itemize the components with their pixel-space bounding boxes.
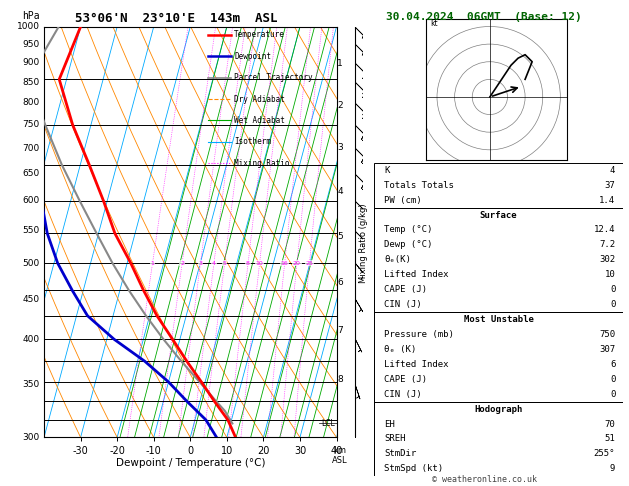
Text: θₑ (K): θₑ (K)	[384, 345, 416, 354]
Text: EH: EH	[384, 419, 395, 429]
Text: 6: 6	[337, 278, 343, 287]
Text: Pressure (mb): Pressure (mb)	[384, 330, 454, 339]
Text: 5: 5	[223, 260, 226, 266]
Text: 2: 2	[180, 260, 184, 266]
Text: 700: 700	[23, 144, 40, 153]
Text: 1.4: 1.4	[599, 196, 615, 205]
Text: 550: 550	[23, 226, 40, 235]
Text: CIN (J): CIN (J)	[384, 390, 422, 399]
Text: Temperature: Temperature	[234, 31, 285, 39]
Text: 750: 750	[23, 121, 40, 129]
Text: StmSpd (kt): StmSpd (kt)	[384, 464, 443, 473]
Text: Most Unstable: Most Unstable	[464, 315, 533, 324]
Text: 302: 302	[599, 255, 615, 264]
Text: 500: 500	[23, 259, 40, 268]
Text: θₑ(K): θₑ(K)	[384, 255, 411, 264]
Text: K: K	[384, 166, 389, 175]
Text: Lifted Index: Lifted Index	[384, 270, 448, 279]
Text: 800: 800	[23, 98, 40, 107]
Text: 5: 5	[337, 232, 343, 241]
Text: 3: 3	[337, 143, 343, 153]
Text: km
ASL: km ASL	[331, 446, 347, 465]
Text: 16: 16	[281, 260, 289, 266]
Bar	[374, 208, 623, 312]
Text: 0: 0	[610, 375, 615, 384]
Text: © weatheronline.co.uk: © weatheronline.co.uk	[432, 475, 537, 484]
Text: 0: 0	[610, 285, 615, 294]
Text: 1: 1	[337, 59, 343, 68]
Text: 850: 850	[23, 78, 40, 87]
Text: 4: 4	[212, 260, 216, 266]
Text: 10: 10	[604, 270, 615, 279]
Bar	[374, 401, 623, 476]
Text: Dewp (°C): Dewp (°C)	[384, 241, 433, 249]
Text: 350: 350	[23, 381, 40, 389]
Text: 12.4: 12.4	[594, 226, 615, 234]
Text: kt: kt	[430, 19, 438, 29]
Text: 300: 300	[23, 433, 40, 442]
Text: 0: 0	[610, 390, 615, 399]
Text: 307: 307	[599, 345, 615, 354]
Text: 950: 950	[23, 40, 40, 49]
Text: 30.04.2024  06GMT  (Base: 12): 30.04.2024 06GMT (Base: 12)	[386, 12, 582, 22]
Text: 4: 4	[610, 166, 615, 175]
Text: PW (cm): PW (cm)	[384, 196, 422, 205]
Text: Hodograph: Hodograph	[474, 405, 523, 414]
Text: 2: 2	[337, 101, 343, 109]
Text: SREH: SREH	[384, 434, 406, 443]
Text: 9: 9	[610, 464, 615, 473]
Text: Mixing Ratio (g/kg): Mixing Ratio (g/kg)	[359, 203, 367, 283]
Text: 1: 1	[150, 260, 155, 266]
Text: 10: 10	[255, 260, 264, 266]
Text: hPa: hPa	[22, 11, 40, 20]
Text: Surface: Surface	[480, 210, 517, 220]
Text: 450: 450	[23, 295, 40, 304]
Text: 3: 3	[198, 260, 203, 266]
Text: LCL: LCL	[321, 419, 335, 428]
Text: 750: 750	[599, 330, 615, 339]
Text: CAPE (J): CAPE (J)	[384, 285, 427, 294]
Text: 600: 600	[23, 196, 40, 206]
Text: 51: 51	[604, 434, 615, 443]
Text: 37: 37	[604, 181, 615, 190]
Text: 7.2: 7.2	[599, 241, 615, 249]
Text: 8: 8	[246, 260, 250, 266]
Text: 255°: 255°	[594, 450, 615, 458]
Text: 8: 8	[337, 375, 343, 383]
Text: CAPE (J): CAPE (J)	[384, 375, 427, 384]
Text: 6: 6	[610, 360, 615, 369]
Text: 4: 4	[337, 187, 343, 196]
Text: 900: 900	[23, 58, 40, 67]
Text: 25: 25	[306, 260, 313, 266]
Text: 400: 400	[23, 335, 40, 344]
Text: 1000: 1000	[16, 22, 40, 31]
Text: Dry Adiabat: Dry Adiabat	[234, 94, 285, 104]
Text: 70: 70	[604, 419, 615, 429]
Text: 0: 0	[610, 300, 615, 309]
Text: Totals Totals: Totals Totals	[384, 181, 454, 190]
Text: 20: 20	[293, 260, 301, 266]
Text: Temp (°C): Temp (°C)	[384, 226, 433, 234]
Text: Mixing Ratio: Mixing Ratio	[234, 158, 289, 168]
Text: Parcel Trajectory: Parcel Trajectory	[234, 73, 313, 82]
Text: 53°06'N  23°10'E  143m  ASL: 53°06'N 23°10'E 143m ASL	[75, 12, 277, 25]
X-axis label: Dewpoint / Temperature (°C): Dewpoint / Temperature (°C)	[116, 458, 265, 468]
Text: Lifted Index: Lifted Index	[384, 360, 448, 369]
Text: 7: 7	[337, 326, 343, 335]
Text: Wet Adiabat: Wet Adiabat	[234, 116, 285, 125]
Text: Isotherm: Isotherm	[234, 137, 271, 146]
Bar	[374, 312, 623, 401]
Text: 650: 650	[23, 169, 40, 178]
Text: CIN (J): CIN (J)	[384, 300, 422, 309]
Text: Dewpoint: Dewpoint	[234, 52, 271, 61]
Text: StmDir: StmDir	[384, 450, 416, 458]
